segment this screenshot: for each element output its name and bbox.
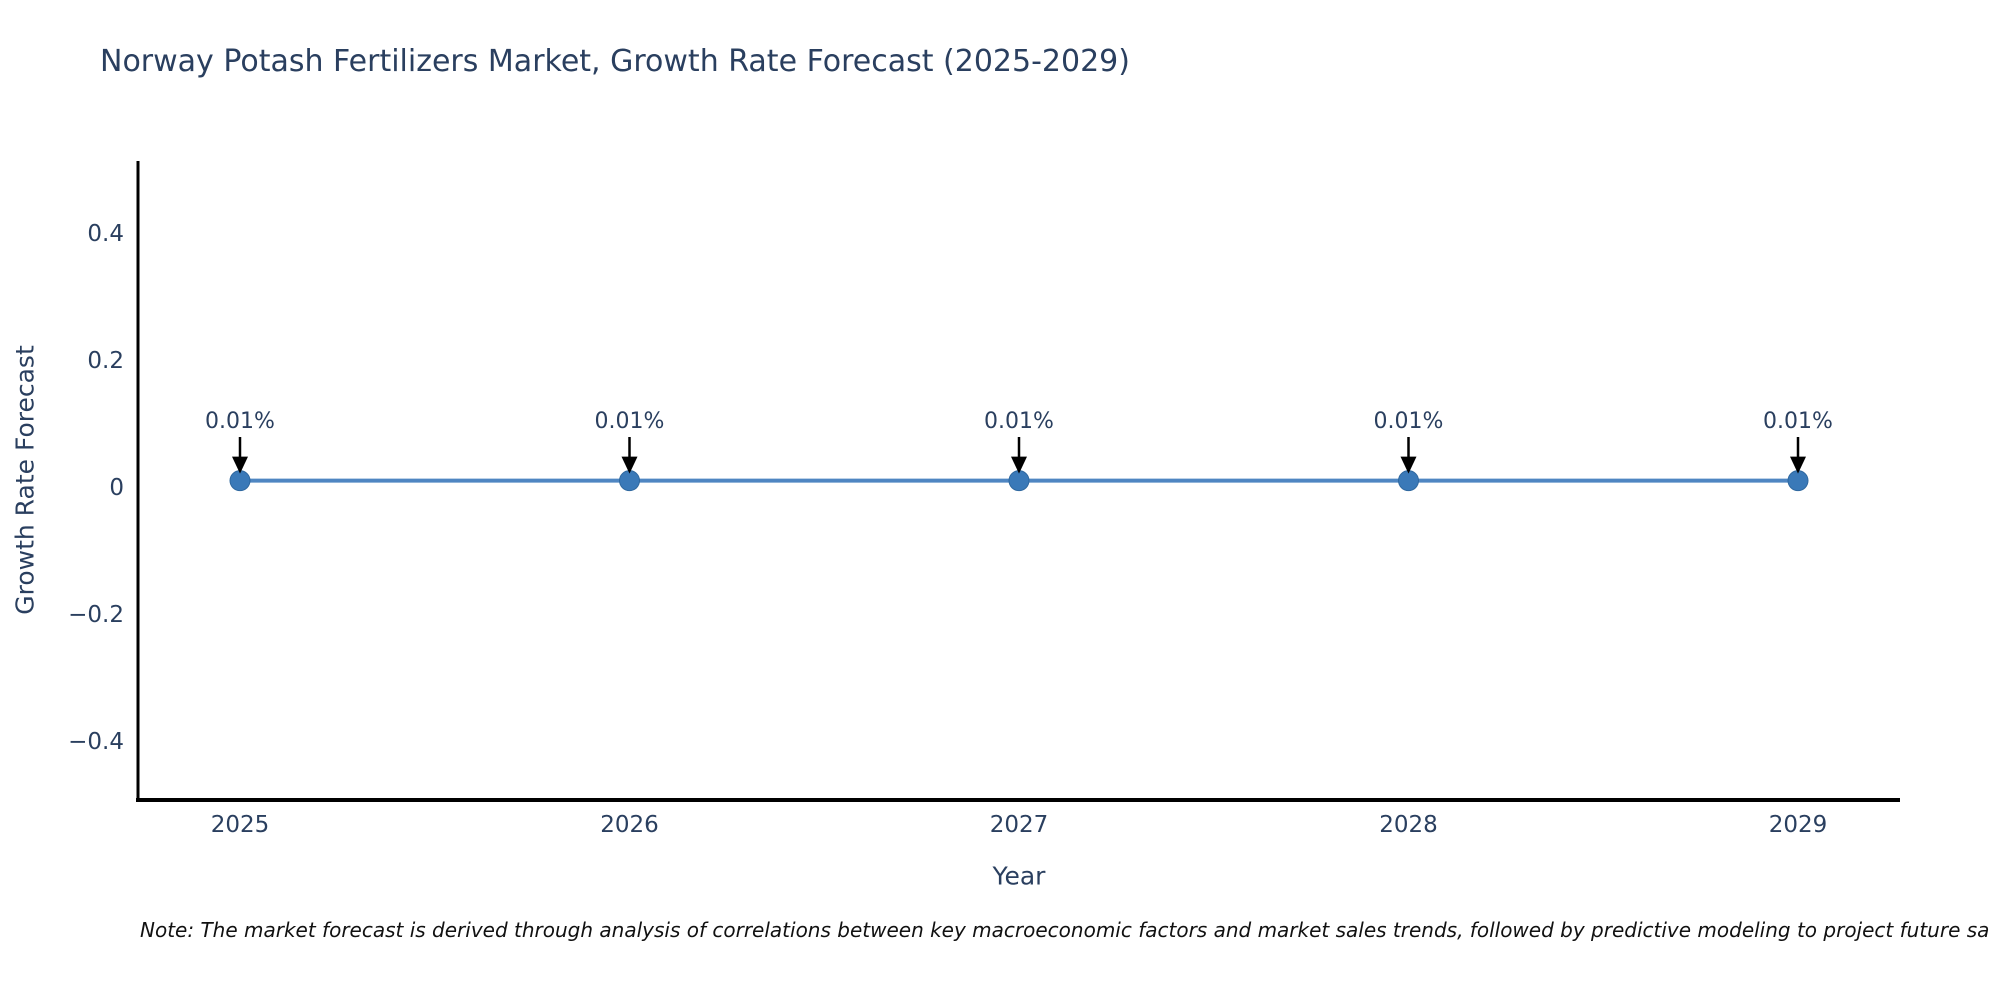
y-tick-label: −0.4 <box>68 729 124 755</box>
x-tick-label: 2028 <box>1379 812 1438 838</box>
footnote: Note: The market forecast is derived thr… <box>140 918 1990 942</box>
chart-title: Norway Potash Fertilizers Market, Growth… <box>100 44 1130 79</box>
annotation-label: 0.01% <box>595 409 665 434</box>
annotation-arrowhead-icon <box>1790 456 1806 474</box>
annotation-arrowhead-icon <box>1011 456 1027 474</box>
y-tick-label: −0.2 <box>68 602 124 628</box>
x-axis-title: Year <box>992 861 1046 891</box>
x-tick-label: 2026 <box>600 812 659 838</box>
x-tick-label: 2027 <box>990 812 1049 838</box>
x-tick-label: 2025 <box>211 812 270 838</box>
annotation-arrowhead-icon <box>232 456 248 474</box>
annotation-label: 0.01% <box>205 409 275 434</box>
annotation-label: 0.01% <box>1374 409 1444 434</box>
annotation-arrowhead-icon <box>1400 456 1417 474</box>
y-tick-label: 0.2 <box>87 348 124 374</box>
y-tick-label: 0 <box>109 475 124 501</box>
y-tick-label: 0.4 <box>87 221 124 247</box>
x-tick-label: 2029 <box>1769 812 1828 838</box>
annotation-label: 0.01% <box>984 409 1054 434</box>
annotation-label: 0.01% <box>1763 409 1833 434</box>
annotation-arrowhead-icon <box>621 456 638 474</box>
